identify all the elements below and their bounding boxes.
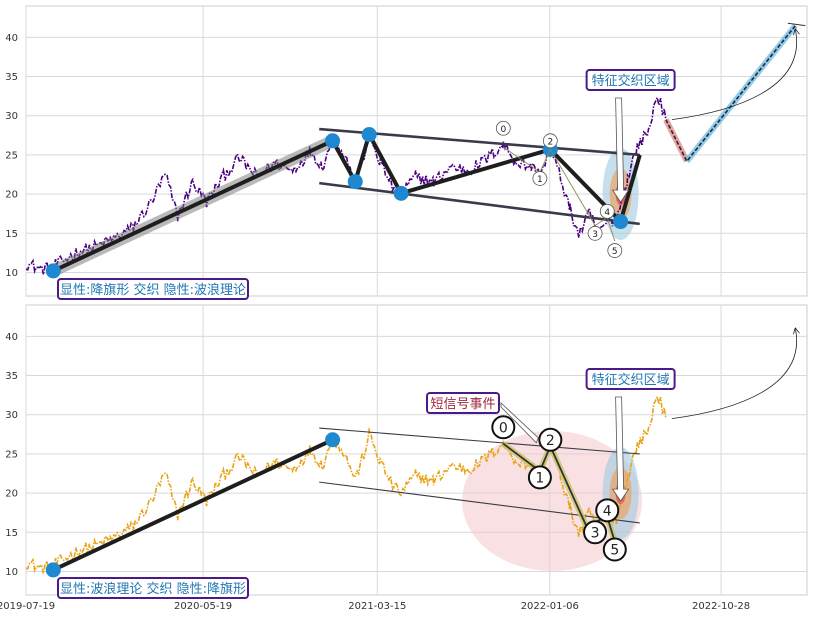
wave-label: 4 [604,208,610,218]
wave-marker [583,520,608,545]
y-tick-label: 40 [5,33,18,44]
forecast-target-bar [787,22,806,27]
x-tick-label: 2022-01-06 [521,601,579,612]
pattern-label-box [57,577,249,599]
wave-marker [495,120,511,136]
pattern-path [52,437,334,572]
wave-path [503,146,616,242]
y-tick-label: 20 [5,489,18,500]
feature-callout-arrow [611,97,630,203]
y-tick-label: 15 [5,528,18,539]
wave-label: 1 [537,175,543,185]
x-tick-label: 2020-05-19 [174,601,232,612]
pattern-label: 显性:降旗形 交织 隐性:波浪理论 [60,282,246,298]
wave-label: 5 [610,543,619,559]
y-tick-label: 30 [5,111,18,122]
plot-content: 0 1 2 34 5 [26,394,667,578]
y-tick-label: 35 [5,72,18,83]
wave-label: 3 [592,230,598,240]
pattern-label: 显性:波浪理论 交织 隐性:降旗形 [60,581,246,597]
wave-label: 3 [591,525,600,541]
y-tick-label: 25 [5,449,18,460]
y-tick-label: 30 [5,410,18,421]
short-signal-label-box [426,392,500,414]
pattern-node [347,174,363,190]
short-signal-label: 短信号事件 [430,397,495,412]
x-tick-label: 2022-10-28 [692,601,750,612]
wave-label: 0 [500,125,506,135]
pattern-node [325,133,341,149]
y-tick-label: 40 [5,332,18,343]
pattern-node [361,127,377,143]
wave-label: 1 [535,470,544,486]
y-tick-label: 20 [5,190,18,201]
feature-label: 特征交织区域 [592,372,670,388]
plot-area [25,5,808,297]
wave-marker [599,203,615,219]
wave-marker [527,465,552,490]
y-tick-label: 10 [5,567,18,578]
pattern-node [45,263,61,279]
plot-area [25,304,808,596]
wave-label: 0 [499,420,508,436]
y-tick-label: 35 [5,371,18,382]
wave-marker [587,225,603,241]
pattern-node [325,432,341,448]
pattern-node [393,185,409,201]
feature-label: 特征交织区域 [592,73,670,89]
annotation-arrow [671,30,797,121]
channel-lower-line [319,481,640,524]
pattern-label-box [57,278,249,300]
wave-label: 2 [546,433,555,449]
wave-label: 4 [603,503,612,519]
x-tick-label: 2021-03-15 [348,601,406,612]
wave-label: 5 [612,247,618,257]
forecast-path [665,25,797,163]
pattern-node [613,214,628,229]
price-line [26,394,667,574]
pattern-node [45,562,61,578]
y-tick-label: 25 [5,150,18,161]
short-signal-arrow [500,402,539,444]
wave-marker [595,498,620,523]
wave-marker [607,243,623,258]
wave-marker [532,171,548,186]
wave-marker [602,537,627,562]
wave-label: 2 [547,137,553,147]
y-tick-label: 15 [5,229,18,240]
y-tick-label: 10 [5,268,18,279]
wave-marker [538,427,563,452]
wave-marker [542,133,558,149]
channel-lower-line [319,181,640,226]
channel-upper-line [319,427,640,455]
x-tick-label: 2019-07-19 [0,601,55,612]
wave-marker [491,415,516,440]
feature-label-box [585,69,676,91]
feature-callout-arrow [611,396,630,502]
feature-label-box [585,368,676,390]
annotation-arrow [671,329,797,420]
